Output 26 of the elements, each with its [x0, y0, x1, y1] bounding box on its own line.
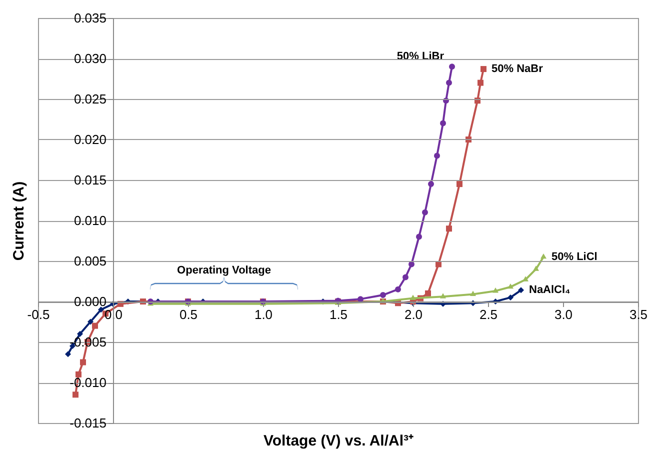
y-tick-label: 0.025 — [74, 92, 106, 106]
y-tick-label: 0.000 — [74, 294, 106, 309]
y-tick-label: 0.015 — [74, 172, 106, 188]
x-tick-label: 3.0 — [554, 307, 573, 322]
series-label: 50% NaBr — [492, 63, 544, 76]
y-tick-label: -0.010 — [70, 375, 106, 390]
annotation: Operating Voltage — [177, 264, 271, 276]
x-tick-label: 0.5 — [179, 307, 198, 322]
x-tick-label: 1.0 — [254, 307, 273, 322]
x-tick-label: 1.5 — [329, 307, 348, 322]
y-tick-label: -0.015 — [70, 416, 106, 430]
y-tick-label: 0.035 — [74, 10, 106, 26]
y-axis-title: Current (A) — [10, 181, 28, 261]
y-tick-label: 0.005 — [74, 254, 106, 268]
x-tick-label: -0.5 — [27, 307, 50, 322]
y-tick-label: 0.020 — [74, 132, 106, 147]
series-label: 50% LiCl — [552, 250, 598, 263]
y-tick-label: 0.010 — [74, 213, 106, 228]
x-tick-label: 3.5 — [629, 307, 648, 322]
y-tick-label: -0.005 — [70, 334, 106, 350]
series-label: NaAlCl₄ — [529, 284, 570, 296]
x-axis-title: Voltage (V) vs. Al/Al³⁺ — [263, 432, 414, 450]
x-tick-label: 2.5 — [479, 307, 498, 322]
x-tick-label: 0.0 — [104, 307, 123, 322]
y-tick-label: 0.030 — [74, 51, 106, 66]
x-tick-label: 2.0 — [404, 307, 423, 322]
